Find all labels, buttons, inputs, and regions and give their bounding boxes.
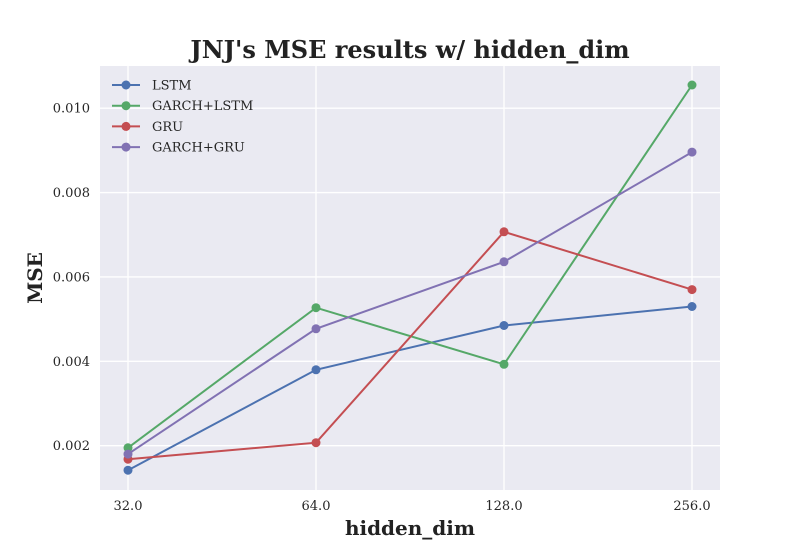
legend-swatch-marker (121, 142, 131, 152)
data-point (311, 303, 321, 313)
data-point (499, 227, 509, 237)
y-tick-label: 0.004 (53, 355, 90, 370)
x-tick-labels: 32.0 64.0 128.0 256.0 (114, 499, 711, 514)
data-point (311, 324, 321, 334)
series-lstm (123, 302, 697, 475)
data-point (687, 302, 697, 311)
data-point (687, 147, 697, 157)
y-tick-label: 0.006 (53, 270, 90, 285)
y-tick-label: 0.008 (53, 186, 90, 201)
series-garch-gru (123, 147, 697, 459)
x-axis-label: hidden_dim (345, 516, 475, 540)
grid-lines (100, 66, 720, 490)
y-tick-label: 0.010 (53, 102, 90, 117)
legend-label: LSTM (152, 79, 192, 94)
legend-swatch-marker (121, 101, 131, 111)
data-point (311, 438, 321, 448)
legend-label: GARCH+GRU (152, 141, 245, 156)
plot-area (100, 66, 720, 490)
data-point (687, 80, 697, 90)
legend-label: GRU (152, 120, 183, 135)
series-line (127, 151, 693, 455)
legend-item: GARCH+GRU (112, 141, 245, 156)
series-line (127, 305, 693, 472)
series-line (127, 230, 693, 461)
legend-item: GRU (112, 120, 183, 135)
data-point (311, 365, 321, 375)
x-tick-label: 32.0 (114, 499, 143, 514)
legend: LSTM GARCH+LSTM GRU GARCH+GRU (112, 79, 253, 156)
y-tick-label: 0.002 (53, 439, 90, 454)
legend-label: GARCH+LSTM (152, 99, 253, 114)
series-lines (123, 80, 697, 475)
data-point (123, 443, 133, 453)
legend-swatch-marker (121, 80, 131, 90)
x-tick-label: 64.0 (302, 499, 331, 514)
y-tick-labels: 0.002 0.004 0.006 0.008 0.010 (53, 102, 90, 455)
x-tick-label: 128.0 (485, 499, 522, 514)
legend-swatch-marker (121, 121, 131, 131)
legend-item: LSTM (112, 79, 192, 94)
y-axis-label: MSE (23, 252, 47, 304)
data-point (123, 449, 133, 459)
data-point (123, 465, 133, 475)
chart-title: JNJ's MSE results w/ hidden_dim (188, 35, 629, 64)
data-point (499, 359, 509, 369)
x-tick-label: 256.0 (673, 499, 710, 514)
data-point (687, 285, 697, 295)
data-point (499, 321, 509, 330)
data-point (499, 257, 509, 267)
legend-item: GARCH+LSTM (112, 99, 253, 114)
